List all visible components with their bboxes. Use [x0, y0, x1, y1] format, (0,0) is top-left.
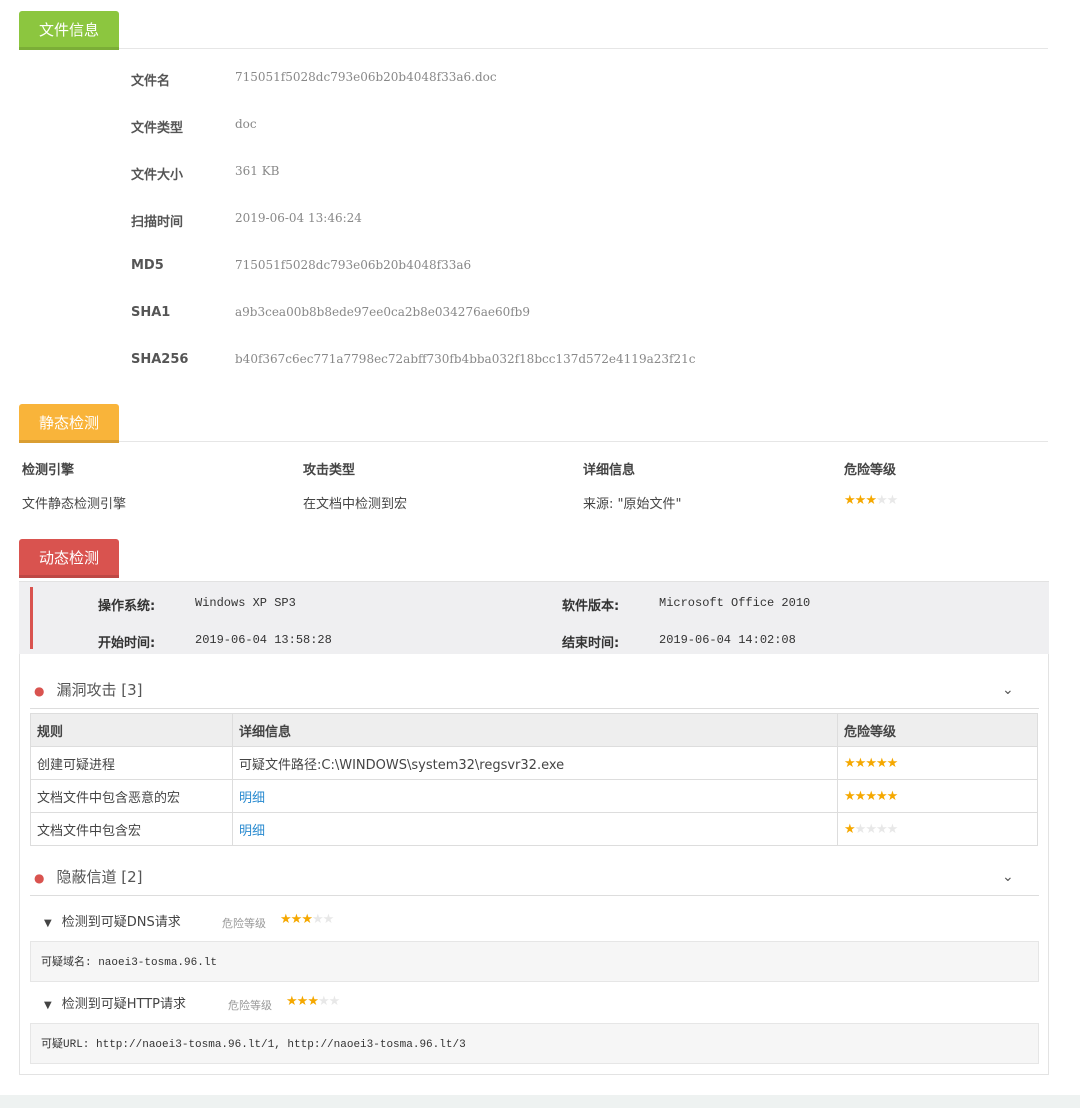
col-detail: 详细信息: [232, 713, 838, 747]
file-info-value: a9b3cea00b8b8ede97ee0ca2b8e034276ae60fb9: [235, 305, 530, 319]
detail-cell: 明细: [232, 812, 838, 846]
engine-value: 文件静态检测引擎: [22, 497, 127, 512]
risk-stars: ★★★★★: [844, 821, 898, 837]
chevron-down-icon: ▼: [44, 1000, 52, 1011]
col-risk: 危险等级: [837, 713, 1038, 747]
file-info-label: 文件类型: [131, 121, 184, 136]
header-engine: 检测引擎: [22, 463, 75, 478]
end-time-label: 结束时间:: [562, 636, 620, 651]
footer-band: [0, 1095, 1080, 1108]
chevron-down-icon[interactable]: ⌄: [1002, 682, 1014, 698]
start-time-label: 开始时间:: [98, 636, 156, 651]
bullet-icon: ●: [34, 871, 45, 885]
rule-cell: 创建可疑进程: [30, 746, 233, 780]
detail-link[interactable]: 明细: [239, 790, 266, 806]
covert-item-content: 可疑URL: http://naoei3-tosma.96.lt/1, http…: [30, 1023, 1039, 1064]
risk-cell: ★★★★★: [837, 746, 1038, 780]
covert-item-toggle[interactable]: ▼ 检测到可疑DNS请求: [44, 911, 181, 930]
section-title: 漏洞攻击 [3]: [56, 681, 143, 699]
risk-label: 危险等级: [222, 917, 266, 930]
section-exploit[interactable]: ● 漏洞攻击 [3]: [34, 679, 143, 700]
detail-value: 来源: "原始文件": [583, 497, 682, 512]
file-info-value: 2019-06-04 13:46:24: [235, 211, 362, 225]
header-detail: 详细信息: [583, 463, 636, 478]
file-info-value: 715051f5028dc793e06b20b4048f33a6: [235, 258, 472, 272]
risk-cell: ★★★★★: [837, 812, 1038, 846]
exploit-table: 规则 详细信息 危险等级 创建可疑进程 可疑文件路径:C:\WINDOWS\syste…: [30, 713, 1038, 846]
table-row: 创建可疑进程 可疑文件路径:C:\WINDOWS\system32\regsvr3…: [30, 746, 1038, 780]
table-row: 文档文件中包含宏 明细 ★★★★★: [30, 812, 1038, 846]
header-attack-type: 攻击类型: [303, 463, 356, 478]
file-info-value: 361 KB: [235, 164, 280, 178]
section-title: 隐蔽信道 [2]: [56, 868, 143, 886]
tab-file-info[interactable]: 文件信息: [19, 11, 119, 50]
risk-label: 危险等级: [228, 999, 272, 1012]
rule-cell: 文档文件中包含宏: [30, 812, 233, 846]
risk-stars: ★★★★★: [844, 788, 898, 804]
detail-cell: 明细: [232, 779, 838, 813]
file-info-label: 扫描时间: [131, 215, 184, 230]
chevron-down-icon: ▼: [44, 918, 52, 929]
covert-item-toggle[interactable]: ▼ 检测到可疑HTTP请求: [44, 993, 186, 1012]
file-info-label: SHA256: [131, 352, 189, 367]
environment-info: 操作系统: Windows XP SP3 软件版本: Microsoft Off…: [19, 581, 1049, 654]
divider: [30, 895, 1039, 896]
attack-type-value: 在文档中检测到宏: [303, 497, 408, 512]
col-rule: 规则: [30, 713, 233, 747]
os-label: 操作系统:: [98, 599, 156, 614]
accent-bar: [30, 587, 33, 649]
tab-dynamic-detection[interactable]: 动态检测: [19, 539, 119, 578]
detail-link[interactable]: 明细: [239, 823, 266, 839]
rule-cell: 文档文件中包含恶意的宏: [30, 779, 233, 813]
chevron-down-icon[interactable]: ⌄: [1002, 869, 1014, 885]
section-covert-channel[interactable]: ● 隐蔽信道 [2]: [34, 866, 143, 887]
start-time-value: 2019-06-04 13:58:28: [195, 633, 332, 647]
covert-item-title: 检测到可疑HTTP请求: [61, 997, 186, 1012]
file-info-label: 文件大小: [131, 168, 184, 183]
dynamic-panel: [19, 654, 1049, 1075]
file-info-value: b40f367c6ec771a7798ec72abff730fb4bba032f…: [235, 352, 696, 366]
risk-stars: ★★★★★: [844, 755, 898, 771]
divider: [119, 441, 1048, 442]
tab-static-detection[interactable]: 静态检测: [19, 404, 119, 443]
bullet-icon: ●: [34, 684, 45, 698]
divider: [119, 48, 1048, 49]
risk-cell: ★★★★★: [837, 779, 1038, 813]
file-info-label: SHA1: [131, 305, 171, 320]
software-value: Microsoft Office 2010: [659, 596, 811, 610]
divider: [30, 708, 1039, 709]
risk-stars: ★★★★★: [280, 912, 334, 927]
file-info-value: doc: [235, 117, 257, 131]
covert-item-content: 可疑域名: naoei3-tosma.96.lt: [30, 941, 1039, 982]
table-row: 文档文件中包含恶意的宏 明细 ★★★★★: [30, 779, 1038, 813]
detail-cell: 可疑文件路径:C:\WINDOWS\system32\regsvr32.exe: [232, 746, 838, 780]
end-time-value: 2019-06-04 14:02:08: [659, 633, 796, 647]
risk-stars: ★★★★★: [844, 493, 898, 508]
file-info-label: MD5: [131, 258, 164, 273]
covert-item-title: 检测到可疑DNS请求: [61, 915, 181, 930]
detail-text: 可疑文件路径:C:\WINDOWS\system32\regsvr32.exe: [239, 757, 565, 773]
table-header: 规则 详细信息 危险等级: [30, 713, 1038, 747]
os-value: Windows XP SP3: [195, 596, 296, 610]
software-label: 软件版本:: [562, 599, 620, 614]
header-risk: 危险等级: [844, 463, 897, 478]
file-info-label: 文件名: [131, 74, 171, 89]
risk-stars: ★★★★★: [286, 994, 340, 1009]
file-info-value: 715051f5028dc793e06b20b4048f33a6.doc: [235, 70, 497, 84]
